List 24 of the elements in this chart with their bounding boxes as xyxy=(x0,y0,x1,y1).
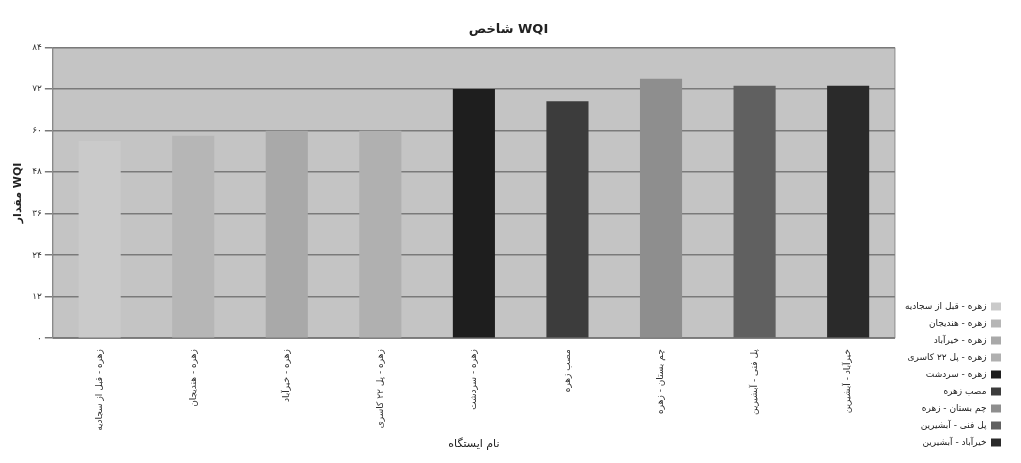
legend-label: زهره - هندیجان xyxy=(928,317,987,328)
legend-label: زهره - خیرآباد xyxy=(933,333,987,345)
x-tick-label: زهره - خیرآباد xyxy=(280,349,292,402)
y-tick-label: ۰ xyxy=(37,332,42,343)
x-tick-label: خیرآباد - آبشیرین xyxy=(841,349,853,414)
y-tick-label: ۳۶ xyxy=(32,208,43,219)
legend-label: زهره - قبل از سجادیه xyxy=(904,300,987,311)
y-tick-label: ۲۴ xyxy=(32,249,43,260)
y-tick-label: ۶۰ xyxy=(32,124,42,135)
y-tick-label: ۸۴ xyxy=(32,41,43,52)
legend-label: خیرآباد - آبشیرین xyxy=(922,435,987,447)
y-tick-label: ۷۲ xyxy=(32,83,43,94)
x-tick-label: زهره - قبل از سجادیه xyxy=(93,349,104,431)
y-tick-label: ۴۸ xyxy=(32,166,43,177)
y-axis-title: مقدار WQI xyxy=(11,162,25,225)
x-tick-label: پل فنی - آبشیرین xyxy=(747,348,759,415)
x-tick-label: زهره - سردشت xyxy=(468,349,479,410)
x-tick-label: مصب زهره xyxy=(561,349,572,393)
x-tick-label: زهره - هندیجان xyxy=(187,349,198,407)
chart-title: شاخص WQI xyxy=(468,21,549,37)
y-tick-label: ۱۲ xyxy=(32,291,43,302)
x-axis-title: نام ایستگاه xyxy=(448,437,500,451)
x-tick-label: زهره - پل ۲۲ کاسری xyxy=(374,349,385,429)
x-tick-label: چم بستان - زهره xyxy=(655,349,667,414)
